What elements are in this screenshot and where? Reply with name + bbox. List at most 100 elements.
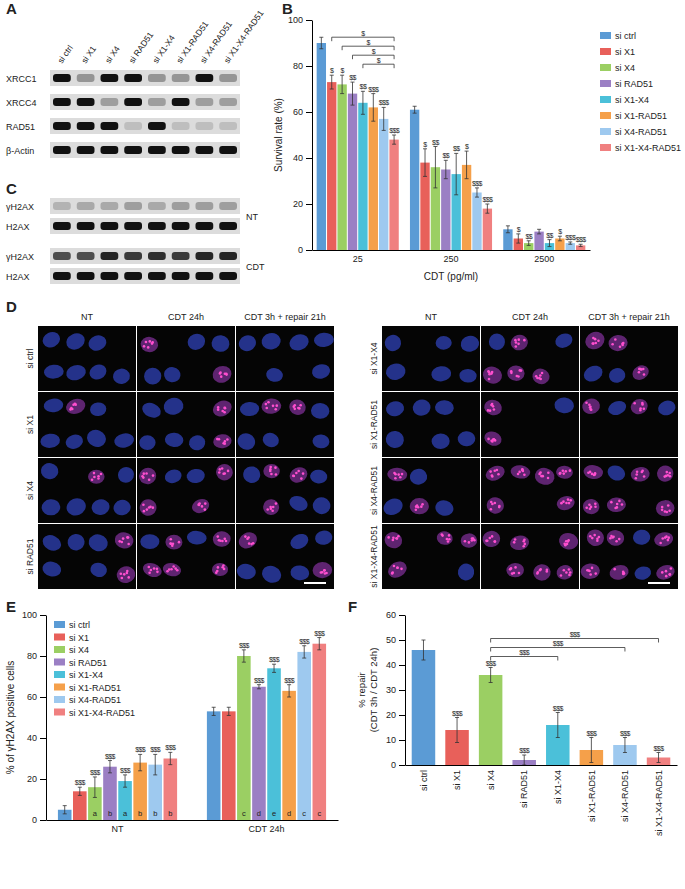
comparison-label: $ — [372, 48, 376, 55]
micrograph — [580, 326, 678, 391]
legend-label: si X1-RAD51 — [615, 111, 667, 121]
focus — [441, 533, 444, 536]
nucleus — [163, 467, 183, 485]
row-label: si X4-RAD51 — [369, 466, 379, 515]
focus — [594, 502, 597, 505]
focus — [623, 572, 626, 575]
significance: $ — [517, 226, 521, 233]
focus — [142, 476, 145, 479]
group-letter: d — [257, 809, 261, 818]
row-label: H2AX — [6, 222, 30, 232]
focus — [152, 506, 155, 509]
nucleus — [608, 334, 629, 352]
panel-label: F — [348, 598, 357, 615]
focus — [615, 540, 618, 543]
focus — [396, 566, 399, 569]
focus — [446, 538, 449, 541]
focus — [517, 375, 520, 378]
y-tick-label: 50 — [386, 635, 396, 645]
comparison-label: $$$ — [519, 649, 530, 656]
nucleus — [555, 564, 574, 581]
error-bar — [527, 241, 531, 246]
bar — [472, 193, 481, 251]
bar — [348, 94, 357, 250]
error-bar — [319, 37, 323, 49]
blot-strip — [50, 268, 240, 284]
bar — [103, 767, 117, 820]
band — [77, 202, 95, 210]
row-label: si X4 — [25, 481, 35, 500]
focus — [91, 479, 94, 482]
lane-label: si X1 — [79, 44, 98, 65]
focus — [225, 540, 228, 543]
comparison-bracket — [491, 648, 625, 652]
micrograph — [137, 392, 235, 457]
focus — [611, 536, 614, 539]
focus — [204, 502, 207, 505]
nucleus — [185, 331, 208, 353]
micrograph — [481, 392, 579, 457]
focus — [178, 541, 181, 544]
y-tick-label: 20 — [386, 710, 396, 720]
focus — [265, 403, 268, 406]
band — [53, 202, 71, 210]
legend-label: si X1 — [615, 47, 635, 57]
x-tick: si RAD51 — [519, 765, 529, 808]
focus — [489, 409, 492, 412]
focus — [669, 573, 672, 576]
error-bar — [506, 226, 510, 233]
column-header: NT — [425, 312, 437, 322]
focus — [566, 543, 569, 546]
y-tick: 80 — [293, 61, 312, 71]
focus — [641, 471, 644, 474]
y-axis-line — [46, 616, 47, 821]
focus — [568, 502, 571, 505]
focus — [668, 472, 671, 475]
panel-label: D — [6, 298, 17, 315]
plot-area — [317, 37, 586, 250]
legend-swatch — [54, 621, 65, 628]
scale-bar — [304, 582, 326, 584]
micrograph — [137, 326, 235, 391]
plot-area — [58, 638, 326, 820]
focus — [401, 473, 404, 476]
nucleus — [656, 500, 675, 517]
focus — [302, 472, 305, 475]
focus — [148, 478, 151, 481]
row-label: si X1 — [25, 415, 35, 434]
focus — [523, 473, 526, 476]
nucleus — [40, 433, 61, 449]
legend-swatch — [600, 80, 611, 87]
focus — [153, 567, 156, 570]
focus — [670, 567, 673, 570]
y-tick: 40 — [293, 153, 312, 163]
error-bar — [485, 204, 489, 213]
focus — [517, 338, 520, 341]
nucleus — [139, 435, 155, 450]
significance: $$ — [432, 139, 439, 146]
band — [172, 272, 190, 280]
focus — [488, 378, 491, 381]
nucleus — [382, 332, 404, 354]
focus — [597, 339, 600, 342]
focus — [488, 371, 491, 374]
significance: $$ — [349, 74, 356, 81]
focus — [299, 404, 302, 407]
legend-swatch — [600, 128, 611, 135]
lane-label: si X1-X4 — [150, 33, 177, 65]
significance: $ — [465, 143, 469, 150]
focus — [517, 343, 520, 346]
x-tick-label: si X1-X4 — [553, 770, 563, 804]
nucleus — [583, 464, 604, 480]
focus — [74, 403, 77, 406]
nucleus — [582, 329, 607, 353]
nucleus — [385, 558, 409, 581]
focus — [272, 405, 275, 408]
focus — [269, 470, 272, 473]
band — [196, 252, 214, 260]
significance: $$$ — [165, 744, 176, 751]
focus — [169, 538, 172, 541]
legend-swatch — [54, 696, 65, 703]
group-letter: b — [138, 809, 142, 818]
comparison-label: $ — [361, 30, 365, 37]
